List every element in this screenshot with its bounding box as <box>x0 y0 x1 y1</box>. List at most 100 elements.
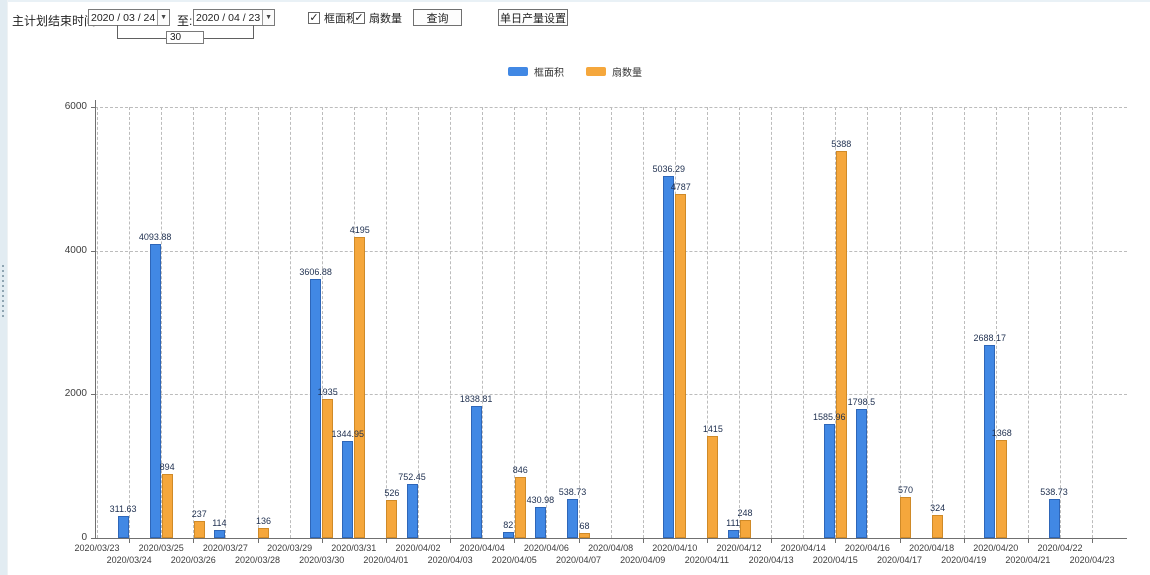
bar-frame-area-2020/04/05[interactable] <box>502 532 514 538</box>
bar-frame-area-2020/03/30[interactable] <box>310 278 322 538</box>
x-axis-label: 2020/04/01 <box>363 555 409 565</box>
checkbox-checked-icon[interactable]: ✓ <box>353 12 365 24</box>
bar-sash-count-2020/04/12[interactable] <box>739 520 751 538</box>
x-axis-tick <box>642 538 644 543</box>
days-between-input[interactable]: 30 <box>166 31 204 44</box>
x-axis-tick <box>385 538 387 543</box>
bar-frame-area-2020/04/02[interactable] <box>406 483 418 538</box>
x-axis-label: 2020/04/20 <box>973 543 1019 553</box>
bar-sash-count-2020/03/30[interactable] <box>322 399 334 538</box>
x-axis-tick <box>771 538 773 543</box>
y-axis-label: 6000 <box>64 101 87 112</box>
x-axis-label: 2020/03/30 <box>299 555 345 565</box>
date-to-value: 2020 / 04 / 23 <box>196 11 261 24</box>
bar-frame-area-2020/04/20[interactable] <box>984 344 996 538</box>
x-gridline <box>899 107 901 538</box>
x-axis-label: 2020/04/15 <box>812 555 858 565</box>
legend-swatch-sash-count <box>586 67 606 76</box>
bar-value-label-sash-count: 1368 <box>991 427 1012 438</box>
bar-value-label-sash-count: 237 <box>191 508 207 519</box>
x-axis-tick <box>514 538 516 543</box>
bar-value-label-sash-count: 5388 <box>831 138 852 149</box>
bar-frame-area-2020/03/27[interactable] <box>213 529 225 538</box>
y-axis-tick <box>91 107 95 108</box>
x-axis-tick <box>129 538 131 543</box>
x-axis-tick <box>835 538 837 543</box>
x-axis-label: 2020/03/23 <box>74 543 120 553</box>
x-axis-tick <box>706 538 708 543</box>
x-gridline <box>610 107 612 538</box>
x-gridline <box>803 107 805 538</box>
bar-sash-count-2020/03/26[interactable] <box>193 520 205 538</box>
date-from-dropdown-button[interactable]: ▼ <box>157 10 169 25</box>
bar-frame-area-2020/04/22[interactable] <box>1048 499 1060 538</box>
y-axis-label: 4000 <box>64 244 87 256</box>
y-axis-label: 2000 <box>64 388 87 400</box>
bar-sash-count-2020/04/05[interactable] <box>514 477 526 538</box>
bar-sash-count-2020/04/10[interactable] <box>675 194 687 538</box>
y-axis-tick <box>91 394 95 396</box>
date-to-picker[interactable]: 2020 / 04 / 23 ▼ <box>193 9 275 26</box>
y-axis-label: 0 <box>81 532 87 543</box>
daily-output-settings-button[interactable]: 单日产量设置 <box>498 9 568 26</box>
checkbox-frame-area-label: 框面积 <box>324 13 357 25</box>
x-axis-tick <box>321 538 323 543</box>
legend-swatch-frame-area <box>508 67 528 76</box>
bar-frame-area-2020/04/04[interactable] <box>470 405 482 538</box>
bar-frame-area-2020/03/24[interactable] <box>117 515 129 538</box>
x-gridline <box>257 107 259 538</box>
bar-value-label-frame-area: 752.45 <box>398 471 426 482</box>
bar-value-label-frame-area: 311.63 <box>109 503 137 514</box>
bar-sash-count-2020/04/07[interactable] <box>579 533 590 538</box>
date-to-dropdown-button[interactable]: ▼ <box>262 10 274 25</box>
x-gridline <box>578 107 580 538</box>
end-time-label: 主计划结束时间: <box>12 14 100 28</box>
checkbox-sash-count[interactable]: ✓ 扇数量 <box>353 10 402 26</box>
bar-sash-count-2020/04/17[interactable] <box>900 497 911 538</box>
x-gridline <box>129 107 131 538</box>
x-axis-label: 2020/03/24 <box>106 555 152 565</box>
checkbox-checked-icon[interactable]: ✓ <box>308 12 320 24</box>
x-axis-label: 2020/04/13 <box>748 555 794 565</box>
bar-sash-count-2020/04/20[interactable] <box>996 439 1008 538</box>
bar-sash-count-2020/04/15[interactable] <box>835 150 847 538</box>
bar-frame-area-2020/04/16[interactable] <box>855 408 867 538</box>
x-axis-label: 2020/03/27 <box>202 543 248 553</box>
x-gridline <box>739 107 740 538</box>
bar-sash-count-2020/04/11[interactable] <box>707 436 719 538</box>
bar-value-label-sash-count: 846 <box>512 465 528 476</box>
checkbox-frame-area[interactable]: ✓ 框面积 <box>308 10 357 26</box>
x-axis-label: 2020/04/18 <box>909 543 955 553</box>
bar-frame-area-2020/04/12[interactable] <box>727 530 739 538</box>
bar-frame-area-2020/04/15[interactable] <box>823 424 835 538</box>
bar-frame-area-2020/03/25[interactable] <box>149 243 161 538</box>
left-panel-handle[interactable] <box>2 265 4 317</box>
x-gridline <box>546 107 548 538</box>
bar-sash-count-2020/03/28[interactable] <box>258 528 269 538</box>
y-axis <box>95 100 96 538</box>
bar-frame-area-2020/04/10[interactable] <box>663 176 675 538</box>
x-axis-tick <box>193 538 195 543</box>
bar-frame-area-2020/03/31[interactable] <box>342 441 354 538</box>
bar-value-label-frame-area: 1798.5 <box>847 396 876 407</box>
date-from-picker[interactable]: 2020 / 03 / 24 ▼ <box>88 9 170 26</box>
x-gridline <box>385 107 387 538</box>
bar-sash-count-2020/04/01[interactable] <box>386 500 398 538</box>
bar-sash-count-2020/03/25[interactable] <box>161 473 173 538</box>
legend-item-frame-area[interactable]: 框面积 <box>508 64 564 79</box>
x-axis-label: 2020/04/08 <box>588 543 634 553</box>
legend-label-sash-count: 扇数量 <box>612 68 642 79</box>
bar-sash-count-2020/03/31[interactable] <box>354 236 366 538</box>
bar-sash-count-2020/04/18[interactable] <box>932 514 944 538</box>
bar-frame-area-2020/04/07[interactable] <box>567 499 578 538</box>
bar-value-label-frame-area: 430.98 <box>526 495 555 506</box>
bar-value-label-frame-area: 114 <box>212 517 227 528</box>
query-button[interactable]: 查询 <box>413 9 462 26</box>
x-axis-label: 2020/04/04 <box>459 543 505 553</box>
x-gridline <box>193 107 195 538</box>
x-axis-label: 2020/04/11 <box>684 555 730 565</box>
bar-frame-area-2020/04/06[interactable] <box>534 507 546 538</box>
bar-value-label-sash-count: 4787 <box>670 182 691 193</box>
y-axis-tick <box>91 538 95 539</box>
legend-item-sash-count[interactable]: 扇数量 <box>586 64 642 79</box>
